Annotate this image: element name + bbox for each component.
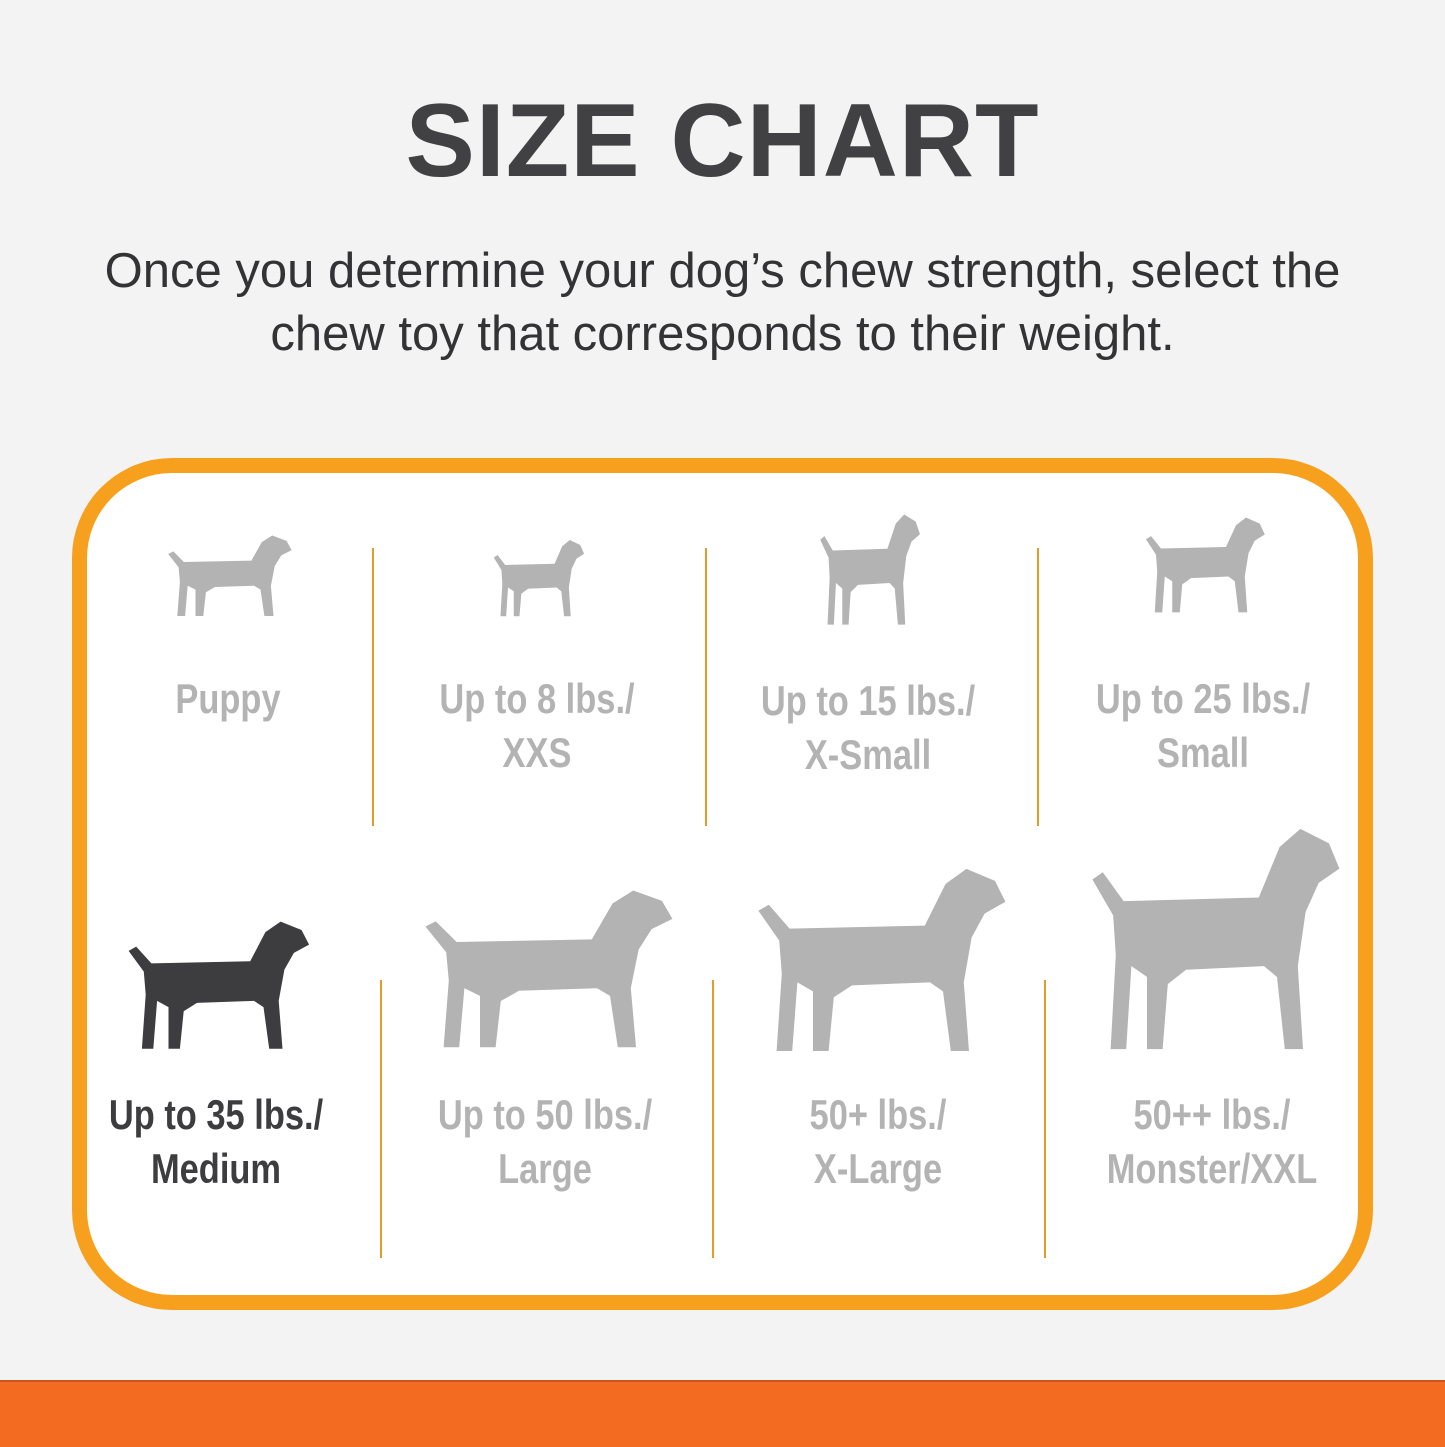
- size-label-line-2: Large: [498, 1145, 592, 1192]
- size-label-line-1: Up to 35 lbs./: [108, 1091, 324, 1138]
- dog-silhouette: [168, 535, 292, 617]
- dog-silhouette: [758, 868, 1006, 1052]
- size-option: 50+ lbs./ X-Large: [718, 1088, 1038, 1196]
- beagle-icon: [128, 921, 310, 1049]
- size-option: Up to 50 lbs./ Large: [385, 1088, 705, 1196]
- size-option: Up to 8 lbs./ XXS: [377, 672, 697, 780]
- small-terrier-icon: [819, 514, 920, 625]
- divider: [1044, 980, 1046, 1258]
- size-label-line-2: Monster/XXL: [1106, 1145, 1318, 1192]
- size-label-line-1: Up to 50 lbs./: [437, 1091, 653, 1138]
- size-option: 50++ lbs./ Monster/XXL: [1052, 1088, 1372, 1196]
- size-label-line-2: X-Small: [804, 731, 932, 778]
- divider: [705, 548, 707, 826]
- size-label-line-2: Medium: [150, 1145, 282, 1192]
- size-label-line-1: 50++ lbs./: [1133, 1091, 1291, 1138]
- dog-silhouette: [493, 540, 584, 617]
- divider: [372, 548, 374, 826]
- bottom-band: [0, 1380, 1445, 1447]
- chihuahua-icon: [493, 540, 584, 617]
- size-label-line-2: Small: [1157, 729, 1249, 776]
- subtitle: Once you determine your dog’s chew stren…: [40, 240, 1405, 366]
- dog-silhouette: [819, 514, 920, 625]
- great-dane-icon: [1092, 828, 1340, 1050]
- subtitle-line-2: chew toy that corresponds to their weigh…: [270, 307, 1175, 361]
- size-option: Up to 15 lbs./ X-Small: [708, 674, 1028, 782]
- divider: [1037, 548, 1039, 826]
- size-label-line-2: X-Large: [813, 1145, 943, 1192]
- size-label-line-1: Up to 8 lbs./: [439, 675, 635, 722]
- shepherd-icon: [758, 868, 1006, 1052]
- dog-silhouette: [128, 921, 310, 1049]
- labrador-icon: [425, 890, 673, 1048]
- size-label-line-1: Puppy: [175, 675, 281, 722]
- scottie-icon: [1145, 517, 1265, 613]
- size-label-line-1: 50+ lbs./: [809, 1091, 947, 1138]
- divider: [712, 980, 714, 1258]
- dog-silhouette: [1092, 828, 1340, 1050]
- puppy-icon: [168, 535, 292, 617]
- dog-silhouette: [425, 890, 673, 1048]
- subtitle-line-1: Once you determine your dog’s chew stren…: [104, 244, 1341, 298]
- size-option: Up to 25 lbs./ Small: [1043, 672, 1363, 780]
- dog-silhouette: [1145, 517, 1265, 613]
- size-label-line-1: Up to 25 lbs./: [1095, 675, 1311, 722]
- size-option: Puppy: [68, 672, 388, 726]
- page-title: SIZE CHART: [405, 83, 1040, 199]
- size-option: Up to 35 lbs./ Medium: [56, 1088, 376, 1196]
- size-label-line-2: XXS: [502, 729, 572, 776]
- size-label-line-1: Up to 15 lbs./: [760, 677, 976, 724]
- divider: [380, 980, 382, 1258]
